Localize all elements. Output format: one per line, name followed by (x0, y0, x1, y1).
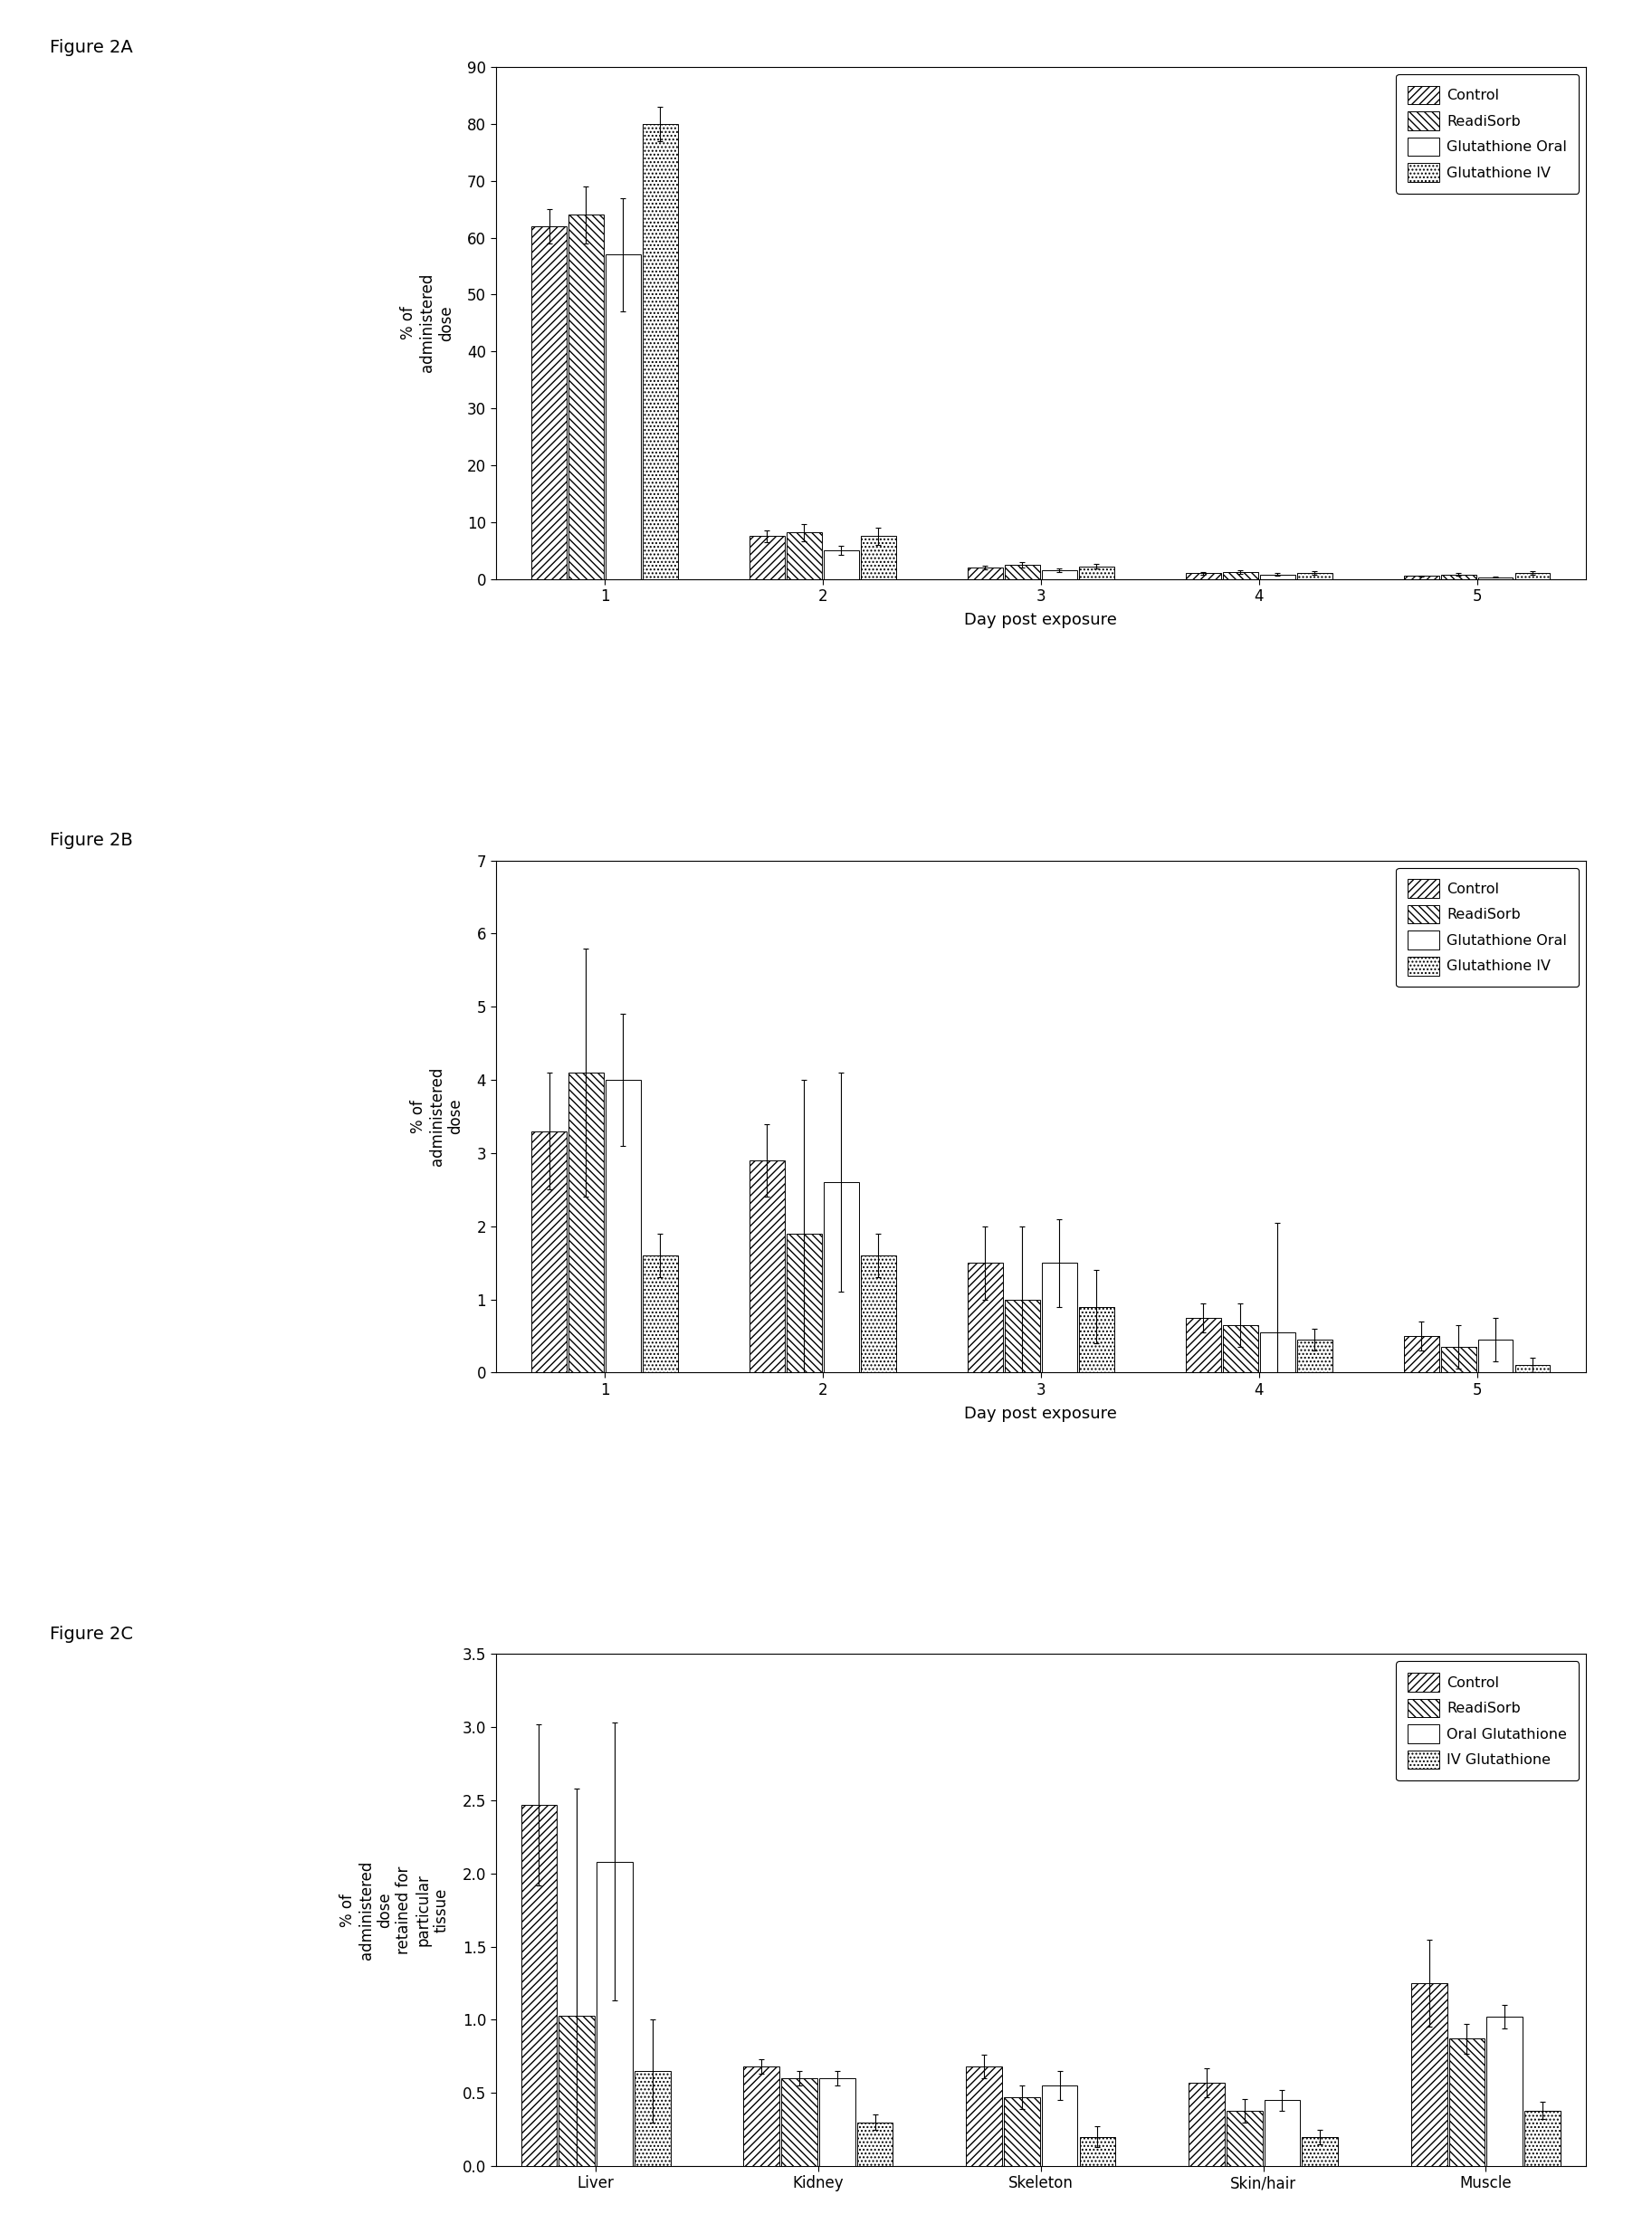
Bar (786, 1233, 821, 1373)
Bar (1260, 574, 1295, 578)
Bar (1079, 1306, 1113, 1373)
Bar (568, 214, 603, 578)
Bar (596, 1862, 633, 2166)
Bar (1188, 2083, 1224, 2166)
Bar (819, 2079, 856, 2166)
Bar (1515, 1364, 1550, 1373)
Bar (824, 1181, 859, 1373)
Bar (968, 1264, 1003, 1373)
Bar (1441, 1346, 1475, 1373)
Bar (606, 255, 641, 578)
Text: Figure 2C: Figure 2C (50, 1626, 132, 1643)
Y-axis label: % of
administered
dose: % of administered dose (410, 1067, 464, 1166)
Bar (1079, 567, 1113, 578)
Bar (568, 1072, 603, 1373)
Bar (1525, 2110, 1561, 2166)
Bar (643, 1255, 677, 1373)
Bar (1411, 1983, 1447, 2166)
Bar (532, 226, 567, 578)
Bar (532, 1132, 567, 1373)
Bar (634, 2070, 671, 2166)
Bar (861, 1255, 895, 1373)
Bar (1004, 565, 1039, 578)
Bar (1260, 1333, 1295, 1373)
Bar (1404, 576, 1439, 578)
Bar (1441, 574, 1475, 578)
Bar (1449, 2039, 1485, 2166)
Bar (1297, 572, 1332, 578)
Bar (1042, 1264, 1077, 1373)
Bar (781, 2079, 818, 2166)
Bar (1222, 572, 1257, 578)
Bar (1297, 1340, 1332, 1373)
Bar (1079, 2137, 1115, 2166)
Bar (1404, 1335, 1439, 1373)
X-axis label: Day post exposure: Day post exposure (965, 612, 1117, 627)
Bar (750, 1161, 785, 1373)
Bar (1004, 1300, 1039, 1373)
Bar (1487, 2016, 1523, 2166)
Text: Figure 2B: Figure 2B (50, 833, 132, 849)
Text: Figure 2A: Figure 2A (50, 38, 132, 56)
Bar (750, 536, 785, 578)
Legend: Control, ReadiSorb, Glutathione Oral, Glutathione IV: Control, ReadiSorb, Glutathione Oral, Gl… (1396, 74, 1579, 194)
Bar (1479, 1340, 1513, 1373)
Bar (1515, 574, 1550, 578)
Bar (1222, 1324, 1257, 1373)
Bar (1302, 2137, 1338, 2166)
Bar (857, 2121, 894, 2166)
Bar (606, 1081, 641, 1373)
Bar (1186, 1317, 1221, 1373)
Bar (1226, 2110, 1262, 2166)
Bar (743, 2066, 780, 2166)
Bar (1004, 2097, 1039, 2166)
Bar (1264, 2101, 1300, 2166)
Bar (968, 567, 1003, 578)
Legend: Control, ReadiSorb, Glutathione Oral, Glutathione IV: Control, ReadiSorb, Glutathione Oral, Gl… (1396, 869, 1579, 987)
Bar (824, 552, 859, 578)
Bar (643, 123, 677, 578)
Y-axis label: % of
administered
dose: % of administered dose (400, 272, 454, 373)
Bar (786, 531, 821, 578)
Bar (1042, 569, 1077, 578)
Bar (861, 536, 895, 578)
Legend: Control, ReadiSorb, Oral Glutathione, IV Glutathione: Control, ReadiSorb, Oral Glutathione, IV… (1396, 1661, 1579, 1780)
Bar (1042, 2086, 1077, 2166)
X-axis label: Day post exposure: Day post exposure (965, 1407, 1117, 1422)
Bar (1186, 574, 1221, 578)
Bar (966, 2066, 1003, 2166)
Bar (558, 2016, 595, 2166)
Bar (520, 1804, 557, 2166)
Y-axis label: % of
administered
dose
retained for
particular
tissue: % of administered dose retained for part… (339, 1860, 449, 1961)
